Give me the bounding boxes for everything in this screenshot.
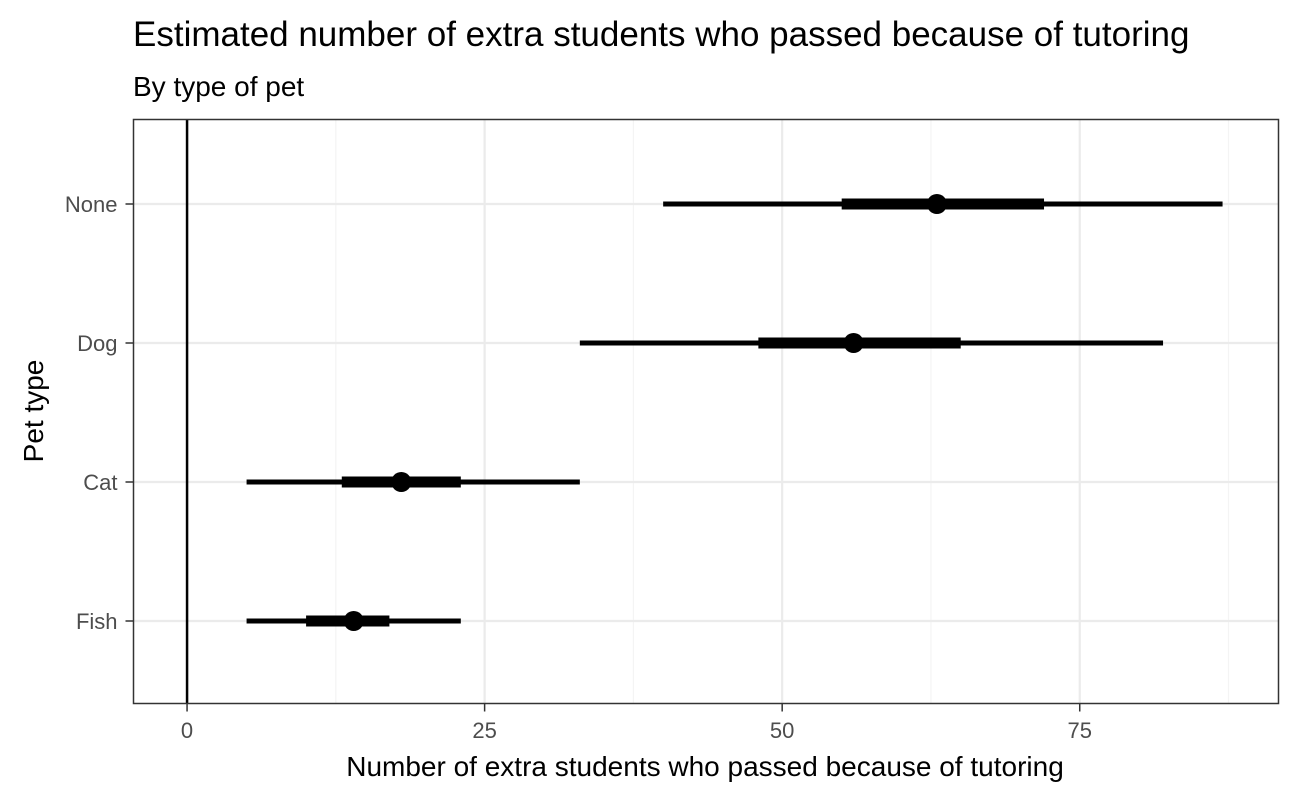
point-estimate-cat bbox=[391, 472, 412, 492]
x-tick-label: 0 bbox=[181, 718, 193, 743]
x-tick-label: 25 bbox=[472, 718, 496, 743]
grid-lines bbox=[133, 119, 1279, 704]
y-tick-label-dog: Dog bbox=[77, 331, 117, 356]
y-axis-title: Pet type bbox=[18, 360, 49, 463]
x-axis-title: Number of extra students who passed beca… bbox=[346, 751, 1064, 782]
y-tick-label-none: None bbox=[65, 192, 118, 217]
panel-border bbox=[132, 118, 1280, 705]
chart-subtitle: By type of pet bbox=[133, 71, 304, 102]
y-axis: None Dog Cat Fish bbox=[65, 192, 134, 634]
point-estimate-none bbox=[926, 194, 947, 214]
x-tick-label: 75 bbox=[1067, 718, 1091, 743]
y-tick-label-fish: Fish bbox=[76, 609, 118, 634]
point-estimate-fish bbox=[343, 611, 364, 631]
y-tick-label-cat: Cat bbox=[83, 470, 117, 495]
chart-title: Estimated number of extra students who p… bbox=[133, 15, 1189, 54]
point-estimate-dog bbox=[843, 333, 864, 353]
plot-marks bbox=[246, 194, 1223, 631]
x-axis: 0 25 50 75 bbox=[181, 703, 1092, 743]
x-tick-label: 50 bbox=[770, 718, 794, 743]
